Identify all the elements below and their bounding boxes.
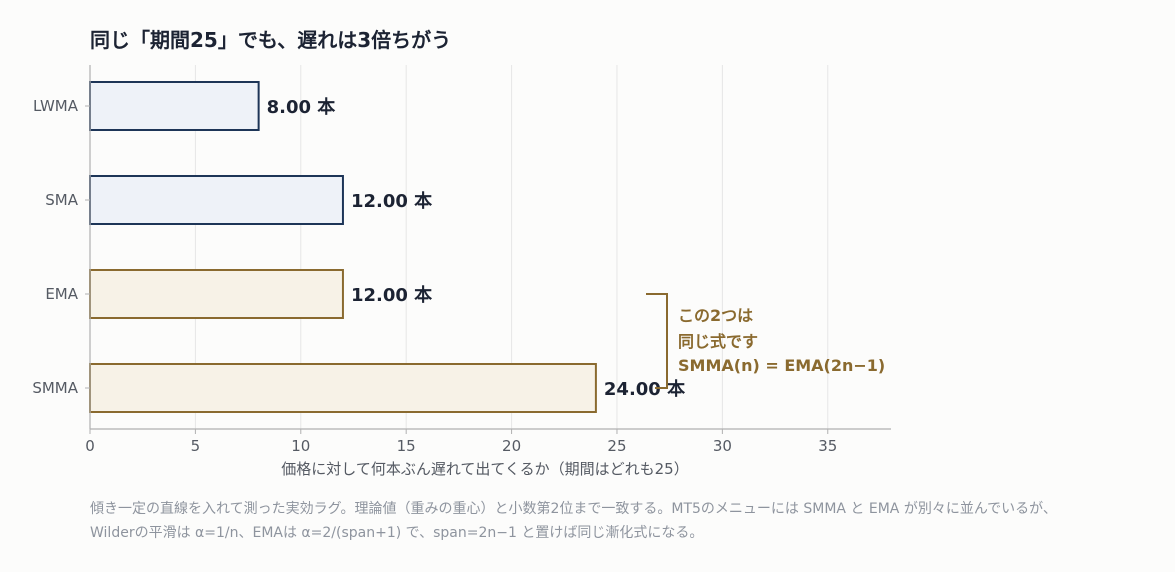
bar-smma bbox=[89, 363, 597, 413]
x-tick-label: 30 bbox=[713, 437, 732, 455]
y-tick-label-smma: SMMA bbox=[32, 379, 78, 397]
y-tick-label-sma: SMA bbox=[45, 191, 78, 209]
annotation-text-line-3: SMMA(n) = EMA(2n−1) bbox=[678, 356, 885, 375]
annotation-text-line-1: この2つは bbox=[678, 306, 753, 325]
value-label-ema: 12.00 本 bbox=[351, 284, 432, 306]
chart-title: 同じ「期間25」でも、遅れは3倍ちがう bbox=[90, 28, 452, 52]
annotation-bracket bbox=[646, 293, 668, 389]
bars bbox=[89, 81, 597, 413]
x-tick-label: 15 bbox=[397, 437, 416, 455]
axes: LWMA SMA EMA SMMA 0 5 10 15 20 25 30 35 bbox=[32, 65, 891, 455]
value-label-lwma: 8.00 本 bbox=[267, 96, 336, 118]
bar-sma bbox=[89, 175, 344, 225]
value-label-smma: 24.00 本 bbox=[604, 378, 685, 400]
value-labels: 8.00 本 12.00 本 12.00 本 24.00 本 bbox=[267, 96, 685, 400]
x-tick-label: 0 bbox=[85, 437, 95, 455]
footnote-line-2: Wilderの平滑は α=1/n、EMAは α=2/(span+1) で、spa… bbox=[90, 525, 704, 541]
annotation-text-line-2: 同じ式です bbox=[678, 332, 758, 351]
x-tick-label: 35 bbox=[818, 437, 837, 455]
value-label-sma: 12.00 本 bbox=[351, 190, 432, 212]
footnote: 傾き一定の直線を入れて測った実効ラグ。理論値（重みの重心）と小数第2位まで一致す… bbox=[90, 497, 1160, 545]
bar-ema bbox=[89, 269, 344, 319]
x-tick-label: 10 bbox=[291, 437, 310, 455]
x-tick-label: 5 bbox=[191, 437, 201, 455]
footnote-line-1: 傾き一定の直線を入れて測った実効ラグ。理論値（重みの重心）と小数第2位まで一致す… bbox=[90, 501, 1057, 517]
x-axis-label: 価格に対して何本ぶん遅れて出てくるか（期間はどれも25） bbox=[281, 460, 688, 478]
y-tick-label-lwma: LWMA bbox=[33, 97, 79, 115]
bar-lwma bbox=[89, 81, 260, 131]
x-tick-label: 20 bbox=[502, 437, 521, 455]
y-tick-label-ema: EMA bbox=[45, 285, 78, 303]
x-tick-label: 25 bbox=[607, 437, 626, 455]
